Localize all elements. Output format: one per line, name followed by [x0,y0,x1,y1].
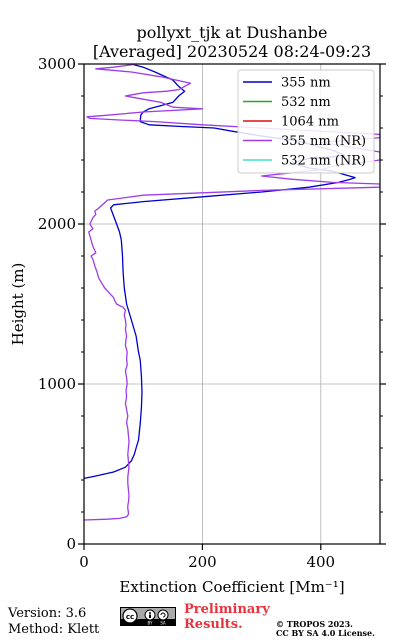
y-tick-label: 1000 [38,375,76,393]
preliminary-line-1: Preliminary [184,602,270,617]
preliminary-line-2: Results. [184,617,243,632]
legend-label: 532 nm [281,95,331,110]
legend-label: 532 nm (NR) [281,154,366,169]
legend-label: 1064 nm [281,115,339,130]
legend-items: 355 nm 532 nm 1064 nm 355 nm (NR) 532 nm (NR… [243,76,366,169]
chart-title: pollyxt_tjk at Dushanbe [136,23,327,42]
copyright-line-1: © TROPOS 2023. [276,619,353,629]
x-axis-label: Extinction Coefficient [Mm⁻¹] [119,578,344,596]
chart-subtitle: [Averaged] 20230524 08:24-09:23 [93,42,371,61]
x-tick-label: 0 [79,553,89,571]
legend-box [237,69,375,174]
axis-ticks: 0 200 400 0 1000 2000 3000 [38,55,386,571]
legend: 355 nm 532 nm 1064 nm 355 nm (NR) 532 nm (NR… [237,69,375,174]
y-tick-label: 0 [66,535,76,553]
series-line-355-nm-nr- [84,64,380,521]
legend-label: 355 nm (NR) [281,134,366,149]
series-group [84,64,380,521]
version-info: Version: 3.6 Method: Klett [8,606,99,638]
preliminary-results-notice: Preliminary Results. [184,602,270,632]
y-tick-label: 3000 [38,55,76,73]
x-tick-label: 400 [306,553,335,571]
x-tick-label: 200 [188,553,217,571]
svg-text:BY: BY [148,621,154,626]
copyright-line-2: CC BY SA 4.0 License. [276,628,375,638]
version-text: Version: 3.6 [8,606,87,621]
cc-by-sa-license-icon: cc BY SA [120,607,176,626]
plot-frame [83,63,381,545]
legend-label: 355 nm [281,76,331,91]
svg-text:cc: cc [126,613,134,621]
copyright-notice: © TROPOS 2023. CC BY SA 4.0 License. [276,620,375,638]
method-text: Method: Klett [8,622,100,637]
svg-text:SA: SA [160,621,166,626]
y-axis-label: Height (m) [9,263,27,346]
y-tick-label: 2000 [38,215,76,233]
